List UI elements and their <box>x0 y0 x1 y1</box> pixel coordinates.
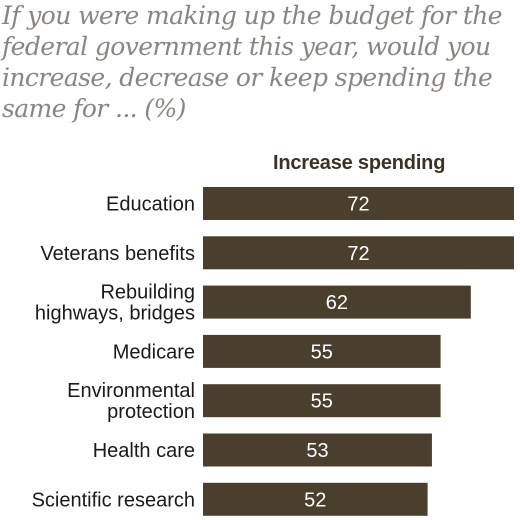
category-label-line: Veterans benefits <box>40 243 195 265</box>
bar <box>203 384 441 418</box>
series-header: Increase spending <box>273 152 446 174</box>
category-label-line: protection <box>107 401 195 423</box>
chart-title-line: If you were making up the budget for the <box>2 1 503 30</box>
bar <box>203 334 441 368</box>
category-label-line: Rebuilding <box>100 282 195 304</box>
bar-value-label: 72 <box>347 243 369 265</box>
category-label-line: Medicare <box>113 341 195 363</box>
category-label: Medicare <box>113 341 195 363</box>
bar <box>203 187 514 220</box>
bar-value-label: 62 <box>326 292 348 314</box>
bar-value-label: 53 <box>306 440 328 462</box>
bar <box>203 236 514 270</box>
category-label-line: Environmental <box>67 380 195 402</box>
category-label: Scientific research <box>32 489 195 511</box>
bar <box>203 482 428 516</box>
bar-value-label: 55 <box>311 341 333 363</box>
bar <box>203 433 432 467</box>
chart-title: If you were making up the budget for the… <box>2 0 517 124</box>
chart-title-line: federal government this year, would you <box>2 32 491 61</box>
chart-title-line: same for ... (%) <box>2 94 186 123</box>
category-label-line: Education <box>106 194 195 216</box>
category-label: Education <box>106 194 195 216</box>
category-label: Health care <box>93 440 195 462</box>
category-label-line: highways, bridges <box>35 303 195 325</box>
bar-value-label: 55 <box>311 391 333 413</box>
bar-value-label: 52 <box>304 489 326 511</box>
chart-title-line: increase, decrease or keep spending the <box>2 63 493 92</box>
category-label: Veterans benefits <box>40 243 195 265</box>
category-label: Rebuilding highways, bridges <box>35 282 195 325</box>
bar-value-label: 72 <box>347 194 369 216</box>
bar <box>203 285 471 319</box>
category-label-line: Health care <box>93 440 195 462</box>
category-label: Environmental protection <box>67 380 195 423</box>
category-label-line: Scientific research <box>32 489 195 511</box>
